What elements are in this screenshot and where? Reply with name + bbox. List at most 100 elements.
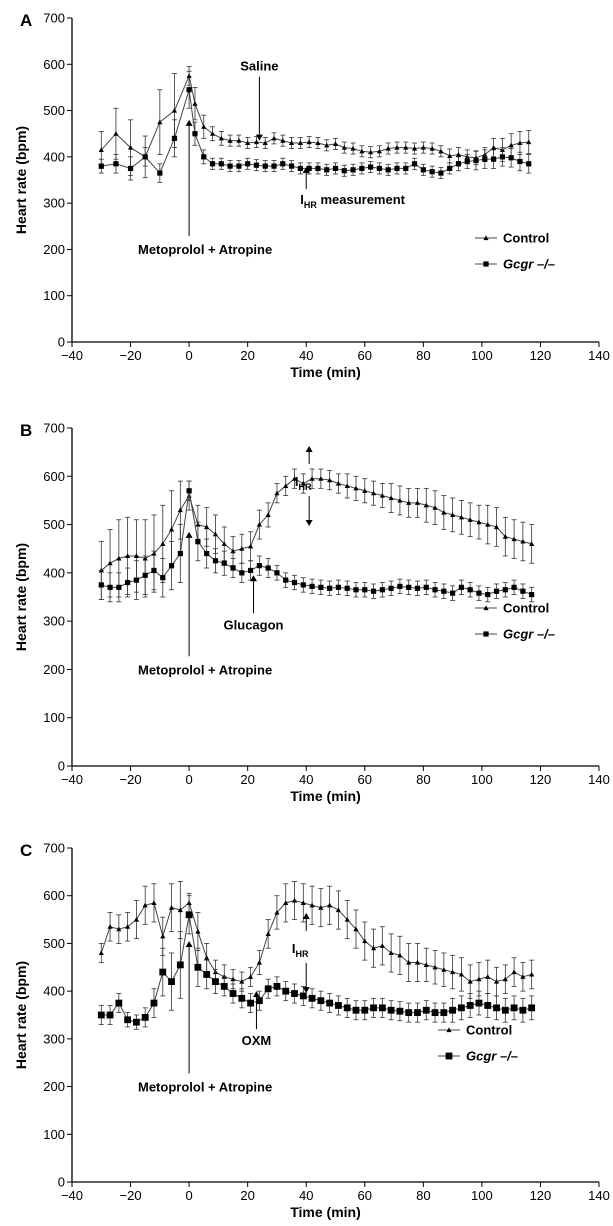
y-tick-label: 400: [43, 565, 65, 580]
data-point: [526, 139, 532, 145]
data-point: [493, 1004, 500, 1012]
data-point: [508, 155, 514, 161]
data-point: [464, 158, 470, 165]
legend-marker: [483, 261, 489, 267]
data-point: [420, 145, 426, 150]
data-point: [370, 490, 377, 496]
annotation-label: Metoprolol + Atropine: [138, 1079, 272, 1094]
data-point: [291, 897, 298, 903]
data-point: [192, 101, 198, 106]
legend-label: Gcgr –/–: [503, 627, 555, 642]
data-point: [491, 145, 497, 150]
legend-marker: [483, 631, 489, 637]
data-point: [327, 902, 333, 908]
annotation: Metoprolol + Atropine: [138, 119, 272, 257]
data-point: [332, 141, 339, 146]
data-point: [411, 161, 418, 167]
data-point: [388, 585, 394, 591]
data-point: [195, 538, 201, 545]
data-point: [359, 148, 365, 154]
y-tick-label: 200: [43, 1079, 65, 1094]
data-point: [151, 567, 157, 574]
data-point: [159, 968, 167, 976]
arrowhead-icon: [302, 986, 310, 993]
data-point: [116, 584, 122, 590]
x-tick-label: 100: [471, 772, 493, 787]
x-tick-label: 0: [185, 772, 192, 787]
data-point: [97, 1011, 105, 1019]
data-point: [282, 987, 290, 995]
data-point: [116, 555, 122, 561]
data-point: [344, 585, 350, 591]
data-point: [528, 1004, 536, 1012]
data-point: [441, 967, 447, 972]
data-point: [362, 587, 368, 593]
data-point: [429, 145, 435, 151]
data-point: [455, 161, 462, 167]
data-point: [245, 161, 251, 167]
data-point: [253, 139, 260, 145]
data-point: [379, 943, 385, 948]
data-point: [502, 976, 508, 982]
data-point: [388, 950, 394, 956]
data-point: [359, 165, 365, 172]
data-point: [160, 933, 166, 939]
data-point: [327, 477, 333, 483]
data-point: [455, 151, 462, 157]
y-axis-title: Heart rate (bpm): [13, 543, 29, 651]
x-tick-label: 80: [416, 1188, 430, 1203]
arrowhead-icon: [185, 941, 193, 948]
data-point: [283, 577, 289, 583]
data-point: [315, 165, 321, 172]
x-tick-label: 40: [299, 772, 313, 787]
data-point: [482, 156, 488, 162]
data-point: [517, 140, 523, 146]
data-point: [239, 570, 245, 576]
data-point: [510, 1004, 518, 1012]
data-point: [192, 131, 198, 137]
data-point: [403, 165, 409, 172]
data-point: [458, 971, 464, 977]
annotation: Saline: [240, 59, 279, 141]
data-point: [230, 565, 236, 571]
data-point: [423, 584, 429, 590]
data-point: [133, 916, 140, 922]
y-tick-label: 300: [43, 196, 65, 211]
data-point: [414, 585, 421, 591]
data-point: [238, 994, 246, 1002]
chart-panel-a: A 0 100 200 300 400 500 600 700 −40 −20 0 20 40 60 80 10…: [13, 11, 610, 381]
data-point: [350, 167, 356, 173]
x-tick-label: 20: [240, 772, 254, 787]
data-point: [300, 480, 306, 486]
x-tick-label: 100: [471, 1188, 493, 1203]
data-point: [194, 963, 202, 971]
data-point: [529, 971, 535, 977]
data-point: [385, 167, 391, 173]
data-point: [209, 131, 216, 136]
legend-label: Control: [466, 1023, 512, 1038]
x-tick-label: 0: [185, 1188, 192, 1203]
legend: Control Gcgr –/–: [475, 601, 555, 642]
x-tick-label: −20: [120, 348, 142, 363]
data-point: [385, 145, 391, 151]
data-point: [227, 163, 233, 169]
x-tick-label: 60: [358, 1188, 372, 1203]
data-point: [306, 139, 312, 145]
data-point: [107, 584, 113, 590]
annotation: Metoprolol + Atropine: [138, 941, 272, 1094]
data-point: [420, 167, 426, 173]
annotation-label: IHR: [295, 474, 312, 492]
data-point: [397, 952, 403, 958]
series-control: [98, 881, 535, 999]
data-point: [438, 170, 444, 176]
series-line: [100, 74, 529, 159]
data-point: [485, 521, 491, 527]
data-point: [280, 161, 286, 167]
data-point: [157, 119, 163, 125]
data-point: [519, 1006, 527, 1014]
annotation-label: Metoprolol + Atropine: [138, 242, 272, 257]
data-point: [247, 567, 254, 574]
data-point: [335, 907, 342, 913]
data-point: [291, 476, 298, 481]
data-point: [475, 999, 483, 1007]
